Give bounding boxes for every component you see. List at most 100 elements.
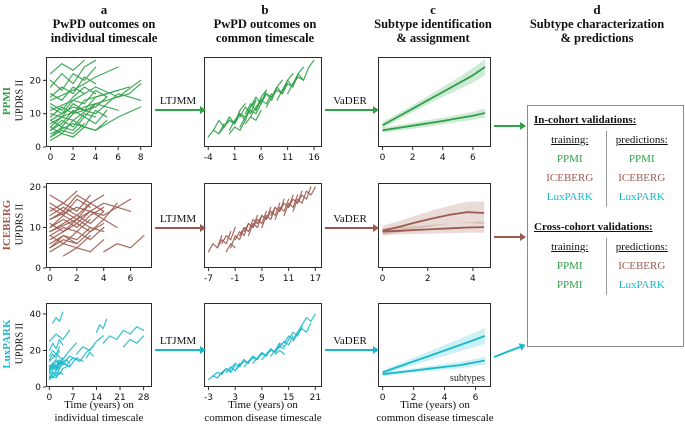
cross-cohort-header-training: training:: [551, 241, 589, 253]
svg-text:4: 4: [101, 274, 107, 284]
svg-text:8: 8: [138, 153, 144, 163]
svg-text:6: 6: [470, 153, 476, 163]
svg-text:6: 6: [473, 393, 479, 403]
x-axis-label-individual-line2: individual timescale: [54, 412, 144, 424]
chart-luxpark-subtypes: 0 2 4 6 subtypes: [378, 303, 491, 403]
svg-text:21: 21: [114, 393, 125, 403]
cross-cohort-title: Cross-cohort validations:: [534, 221, 653, 233]
cross-cohort-prediction-iceberg: ICEBERG: [605, 257, 678, 276]
svg-text:0: 0: [380, 393, 386, 403]
svg-text:14: 14: [91, 393, 103, 403]
in-cohort-prediction-ppmi: PPMI: [605, 150, 678, 169]
chart-luxpark-individual-timescale: 0 7 14 21 28 0 20 40: [30, 303, 152, 403]
svg-text:15: 15: [283, 393, 294, 403]
x-axis-label-common-b: Time (years) on common disease timescale: [188, 399, 338, 425]
x-axis-label-common-c: Time (years) on common disease timescale: [360, 399, 510, 425]
svg-text:4: 4: [470, 274, 476, 284]
svg-text:17: 17: [310, 274, 321, 284]
svg-text:-1: -1: [231, 274, 240, 284]
cross-cohort-row-iceberg: PPMI ICEBERG: [534, 257, 677, 276]
chart-iceberg-common-timescale: -7 -1 5 11 17: [204, 183, 322, 284]
vader-label-row3: VaDER: [333, 335, 367, 347]
svg-text:0: 0: [380, 153, 386, 163]
svg-text:21: 21: [310, 393, 321, 403]
panel-letter-a: a: [100, 2, 108, 17]
chart-ppmi-individual-timescale: 0 2 4 6 8 0 10 20: [30, 57, 152, 163]
panel-letter-c: c: [430, 2, 436, 17]
svg-text:subtypes: subtypes: [450, 373, 485, 384]
cross-cohort-header: training: predictions:: [534, 238, 677, 257]
chart-iceberg-individual-timescale: 0 2 4 6 0 10 20: [30, 183, 152, 284]
cross-cohort-training-ppmi-2: PPMI: [556, 279, 583, 291]
panel-title-c-line2: & assignment: [396, 31, 470, 45]
y-axis-label-luxpark: UPDRS II: [14, 322, 26, 365]
chart-luxpark-common-timescale: -3 3 9 15 21: [204, 303, 322, 403]
vader-label-row2: VaDER: [333, 213, 367, 225]
svg-text:5: 5: [259, 274, 265, 284]
svg-text:-4: -4: [204, 153, 213, 163]
svg-text:2: 2: [411, 393, 417, 403]
in-cohort-section: In-cohort validations: training: predict…: [534, 114, 677, 207]
y-axis-label-ppmi: UPDRS II: [14, 79, 26, 122]
in-cohort-row-luxpark: LuxPARK LuxPARK: [534, 188, 677, 207]
in-cohort-header: training: predictions:: [534, 131, 677, 150]
x-axis-label-common-b-line1: Time (years) on: [228, 399, 298, 411]
panel-title-d-line2: & predictions: [560, 31, 634, 45]
svg-text:-3: -3: [204, 393, 213, 403]
svg-text:10: 10: [30, 224, 42, 234]
panel-title-b-line2: common timescale: [215, 31, 315, 45]
x-axis-label-common-c-line2: common disease timescale: [376, 412, 494, 424]
cross-cohort-prediction-luxpark: LuxPARK: [605, 276, 678, 295]
panel-letter-b: b: [261, 2, 269, 17]
svg-text:0: 0: [380, 274, 386, 284]
cross-cohort-header-predictions: predictions:: [605, 238, 678, 257]
svg-text:20: 20: [30, 76, 42, 86]
svg-text:4: 4: [440, 153, 446, 163]
svg-text:4: 4: [442, 393, 448, 403]
svg-text:4: 4: [93, 153, 99, 163]
panel-title-a-line1: PwPD outcomes on: [52, 17, 156, 31]
in-cohort-training-ppmi: PPMI: [556, 153, 583, 165]
svg-text:0: 0: [35, 143, 41, 153]
panel-title-a: PwPD outcomes on individual timescale: [25, 17, 183, 45]
svg-text:0: 0: [48, 153, 54, 163]
svg-text:7: 7: [70, 393, 76, 403]
panel-letter-d: d: [593, 2, 601, 17]
ltjmm-label-row3: LTJMM: [159, 335, 197, 347]
cohort-label-iceberg: ICEBERG: [1, 199, 13, 251]
vader-label-row1: VaDER: [333, 95, 367, 107]
validation-box: In-cohort validations: training: predict…: [527, 105, 684, 347]
cohort-label-luxpark: LuxPARK: [1, 319, 13, 369]
svg-text:2: 2: [410, 153, 416, 163]
svg-text:20: 20: [30, 346, 42, 356]
svg-text:6: 6: [115, 153, 121, 163]
in-cohort-row-iceberg: ICEBERG ICEBERG: [534, 169, 677, 188]
svg-text:2: 2: [425, 274, 431, 284]
svg-text:0: 0: [35, 264, 41, 274]
in-cohort-header-training: training:: [551, 134, 589, 146]
svg-text:6: 6: [128, 274, 134, 284]
panel-title-c-line1: Subtype identification: [374, 17, 492, 31]
x-axis-label-individual: Time (years) on individual timescale: [24, 399, 174, 425]
in-cohort-prediction-luxpark: LuxPARK: [605, 188, 678, 207]
svg-text:1: 1: [232, 153, 238, 163]
ltjmm-label-row2: LTJMM: [159, 213, 197, 225]
svg-text:9: 9: [259, 393, 265, 403]
svg-text:20: 20: [30, 183, 42, 193]
svg-text:40: 40: [30, 310, 42, 320]
panel-title-b-line1: PwPD outcomes on: [213, 17, 317, 31]
cross-cohort-training-ppmi-1: PPMI: [556, 260, 583, 272]
cross-cohort-section: Cross-cohort validations: training: pred…: [534, 221, 677, 295]
svg-text:16: 16: [308, 153, 320, 163]
x-axis-label-common-c-line1: Time (years) on: [400, 399, 470, 411]
in-cohort-training-luxpark: LuxPARK: [546, 191, 593, 203]
cohort-label-ppmi: PPMI: [1, 86, 13, 116]
svg-text:11: 11: [282, 153, 293, 163]
x-axis-label-common-b-line2: common disease timescale: [204, 412, 322, 424]
chart-iceberg-subtypes: 0 2 4: [378, 183, 491, 284]
svg-text:0: 0: [35, 383, 41, 393]
svg-text:3: 3: [232, 393, 238, 403]
svg-text:-7: -7: [204, 274, 213, 284]
svg-text:28: 28: [138, 393, 150, 403]
